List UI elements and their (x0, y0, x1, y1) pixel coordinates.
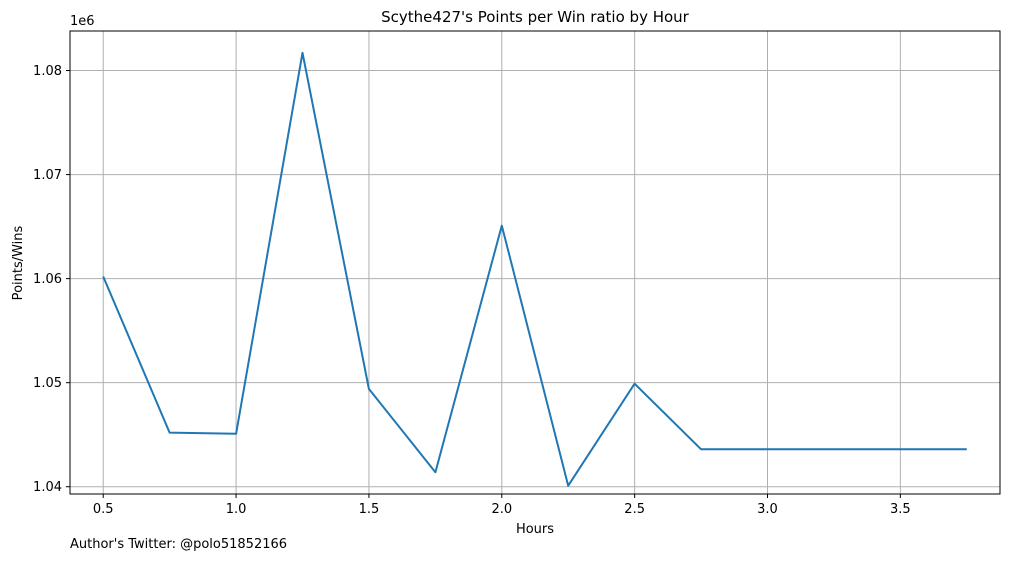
y-tick-label: 1.04 (33, 480, 62, 495)
y-offset-label: 1e6 (70, 14, 95, 29)
y-tick-label: 1.08 (33, 64, 62, 79)
x-tick-label: 1.5 (359, 502, 380, 517)
x-tick-label: 2.5 (624, 502, 645, 517)
y-axis-ticks: 1.04 1.05 1.06 1.07 1.08 (33, 64, 70, 495)
x-tick-label: 3.5 (890, 502, 911, 517)
x-axis-label: Hours (516, 522, 554, 537)
series-line (102, 51, 967, 487)
series-layer (102, 51, 967, 487)
x-tick-label: 3.0 (757, 502, 778, 517)
author-credit: Author's Twitter: @polo51852166 (70, 537, 288, 552)
x-tick-label: 1.0 (226, 502, 247, 517)
x-axis-ticks: 0.5 1.0 1.5 2.0 2.5 3.0 3.5 (93, 494, 911, 517)
y-axis-label: Points/Wins (11, 225, 26, 300)
plot-frame (69, 30, 1001, 495)
chart-title: Scythe427's Points per Win ratio by Hour (381, 8, 690, 26)
grid-lines (70, 31, 1000, 494)
y-tick-label: 1.07 (33, 168, 62, 183)
x-tick-label: 0.5 (93, 502, 114, 517)
x-tick-label: 2.0 (491, 502, 512, 517)
y-tick-label: 1.05 (33, 376, 62, 391)
y-tick-label: 1.06 (33, 272, 62, 287)
